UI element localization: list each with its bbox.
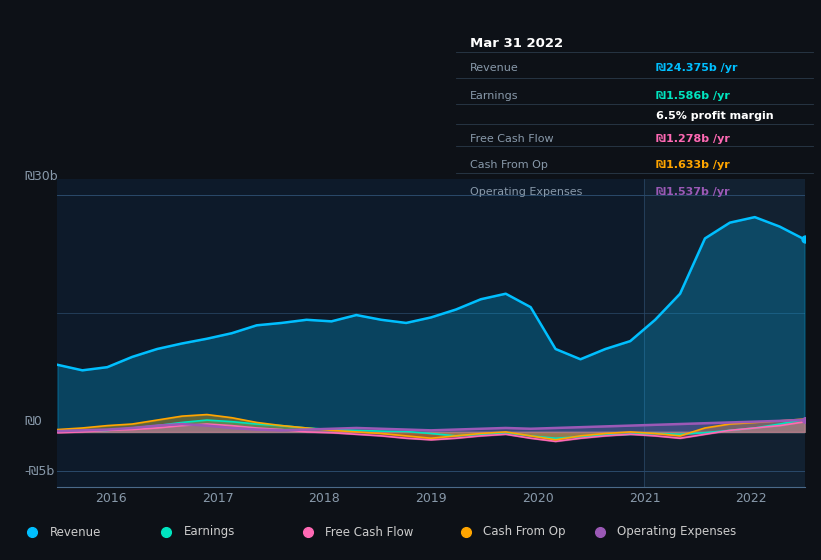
Text: ₪1.537b /yr: ₪1.537b /yr (656, 187, 729, 197)
Text: Free Cash Flow: Free Cash Flow (470, 134, 553, 144)
Text: -₪5b: -₪5b (25, 465, 55, 478)
Text: ₪1.278b /yr: ₪1.278b /yr (656, 134, 730, 144)
Text: Revenue: Revenue (470, 63, 519, 73)
Text: ₪30b: ₪30b (25, 170, 58, 183)
Text: Operating Expenses: Operating Expenses (617, 525, 736, 539)
Text: Operating Expenses: Operating Expenses (470, 187, 582, 197)
Text: ₪1.633b /yr: ₪1.633b /yr (656, 160, 729, 170)
Text: ₪0: ₪0 (25, 414, 43, 428)
Text: Cash From Op: Cash From Op (483, 525, 566, 539)
Text: Revenue: Revenue (49, 525, 101, 539)
Bar (644, 179, 805, 487)
Text: Earnings: Earnings (184, 525, 235, 539)
Text: Cash From Op: Cash From Op (470, 160, 548, 170)
Text: 6.5% profit margin: 6.5% profit margin (656, 111, 773, 122)
Text: Earnings: Earnings (470, 91, 518, 101)
Text: ₪1.586b /yr: ₪1.586b /yr (656, 91, 730, 101)
Text: ₪24.375b /yr: ₪24.375b /yr (656, 63, 737, 73)
Text: Mar 31 2022: Mar 31 2022 (470, 37, 563, 50)
Text: Free Cash Flow: Free Cash Flow (325, 525, 414, 539)
